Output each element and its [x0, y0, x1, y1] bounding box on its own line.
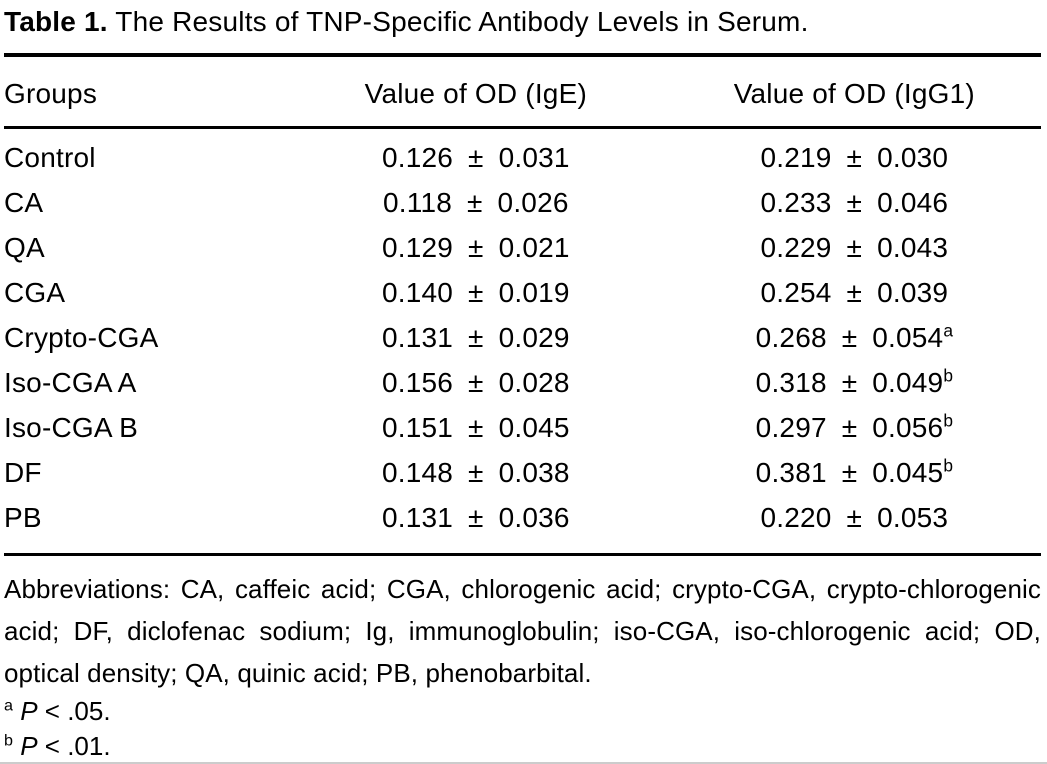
- footnote-a-text: < .05.: [44, 696, 111, 726]
- footnote-b-marker: b: [4, 731, 13, 750]
- igg1-value-cell: 0.229 ± 0.043: [668, 225, 1041, 270]
- footnote-a: a P < .05.: [4, 694, 1041, 729]
- group-cell: QA: [4, 232, 45, 263]
- igg1-value: 0.297 ± 0.056: [755, 412, 944, 443]
- ige-value-cell: 0.118 ± 0.026: [284, 180, 668, 225]
- significance-marker: b: [943, 365, 953, 386]
- igg1-value-cell: 0.381 ± 0.045b: [668, 450, 1041, 495]
- group-cell: Crypto-CGA: [4, 322, 159, 353]
- ige-value: 0.131 ± 0.029: [381, 322, 570, 353]
- ige-value: 0.131 ± 0.036: [381, 502, 570, 533]
- column-header-igg1: Value of OD (IgG1): [667, 53, 1041, 129]
- table-title: Table 1. The Results of TNP-Specific Ant…: [4, 4, 1041, 40]
- ige-value: 0.126 ± 0.031: [381, 142, 570, 173]
- table-row: Control 0.126 ± 0.031 0.219 ± 0.030: [4, 128, 1041, 181]
- group-cell: DF: [4, 457, 42, 488]
- table-row: Iso-CGA B 0.151 ± 0.045 0.297 ± 0.056b: [4, 405, 1041, 450]
- igg1-value-cell: 0.268 ± 0.054a: [668, 315, 1041, 360]
- table-row: Crypto-CGA 0.131 ± 0.029 0.268 ± 0.054a: [4, 315, 1041, 360]
- group-cell: PB: [4, 495, 284, 556]
- table-row: QA 0.129 ± 0.021 0.229 ± 0.043: [4, 225, 1041, 270]
- igg1-value: 0.219 ± 0.030: [760, 142, 949, 173]
- ige-value-cell: 0.140 ± 0.019: [284, 270, 668, 315]
- results-table: Groups Value of OD (IgE) Value of OD (Ig…: [4, 53, 1041, 556]
- ige-value-cell: 0.129 ± 0.021: [284, 225, 668, 270]
- ige-value: 0.148 ± 0.038: [381, 457, 570, 488]
- ige-value-cell: 0.156 ± 0.028: [284, 360, 668, 405]
- column-header-ige: Value of OD (IgE): [283, 53, 668, 129]
- footnote-b-text: < .01.: [44, 731, 111, 761]
- igg1-value: 0.268 ± 0.054: [755, 322, 944, 353]
- table-title-text: The Results of TNP-Specific Antibody Lev…: [115, 6, 809, 37]
- igg1-value-cell: 0.318 ± 0.049b: [668, 360, 1041, 405]
- ige-value-cell: 0.148 ± 0.038: [284, 450, 668, 495]
- table-row: Iso-CGA A 0.156 ± 0.028 0.318 ± 0.049b: [4, 360, 1041, 405]
- igg1-value: 0.318 ± 0.049: [755, 367, 944, 398]
- significance-marker: a: [943, 320, 953, 341]
- table-row: CGA 0.140 ± 0.019 0.254 ± 0.039: [4, 270, 1041, 315]
- significance-marker: b: [943, 410, 953, 431]
- group-cell: Iso-CGA A: [4, 367, 137, 398]
- table-title-label: Table 1.: [4, 6, 108, 37]
- column-header-groups: Groups: [4, 53, 284, 129]
- igg1-value: 0.220 ± 0.053: [760, 502, 949, 533]
- ige-value: 0.156 ± 0.028: [381, 367, 570, 398]
- abbreviations-note: Abbreviations: CA, caffeic acid; CGA, ch…: [4, 574, 1041, 688]
- igg1-value: 0.229 ± 0.043: [760, 232, 949, 263]
- igg1-value-cell: 0.220 ± 0.053: [667, 495, 1041, 556]
- igg1-value: 0.381 ± 0.045: [755, 457, 944, 488]
- group-cell: CA: [4, 187, 44, 218]
- ige-value-cell: 0.126 ± 0.031: [284, 128, 668, 181]
- ige-value-cell: 0.151 ± 0.045: [284, 405, 668, 450]
- igg1-value-cell: 0.219 ± 0.030: [668, 128, 1041, 181]
- igg1-value: 0.254 ± 0.039: [760, 277, 949, 308]
- table-row: CA 0.118 ± 0.026 0.233 ± 0.046: [4, 180, 1041, 225]
- ige-value: 0.118 ± 0.026: [383, 187, 569, 218]
- footnote-a-marker: a: [4, 696, 13, 715]
- group-cell: CGA: [4, 277, 66, 308]
- igg1-value-cell: 0.233 ± 0.046: [668, 180, 1041, 225]
- footnote-b-p: P: [20, 731, 38, 761]
- ige-value: 0.129 ± 0.021: [381, 232, 570, 263]
- ige-value: 0.151 ± 0.045: [381, 412, 570, 443]
- igg1-value: 0.233 ± 0.046: [760, 187, 949, 218]
- significance-marker: b: [943, 455, 953, 476]
- ige-value-cell: 0.131 ± 0.036: [283, 495, 668, 556]
- header-row: Groups Value of OD (IgE) Value of OD (Ig…: [4, 53, 1041, 129]
- igg1-value-cell: 0.297 ± 0.056b: [668, 405, 1041, 450]
- table-row: DF 0.148 ± 0.038 0.381 ± 0.045b: [4, 450, 1041, 495]
- group-cell: Control: [4, 142, 96, 173]
- igg1-value-cell: 0.254 ± 0.039: [668, 270, 1041, 315]
- group-cell: Iso-CGA B: [4, 412, 139, 443]
- ige-value-cell: 0.131 ± 0.029: [284, 315, 668, 360]
- footnote-b: b P < .01.: [4, 729, 1041, 764]
- footnote-a-p: P: [20, 696, 38, 726]
- table-row: PB 0.131 ± 0.036 0.220 ± 0.053: [4, 495, 1041, 556]
- page-bottom-divider: [0, 762, 1047, 764]
- ige-value: 0.140 ± 0.019: [381, 277, 570, 308]
